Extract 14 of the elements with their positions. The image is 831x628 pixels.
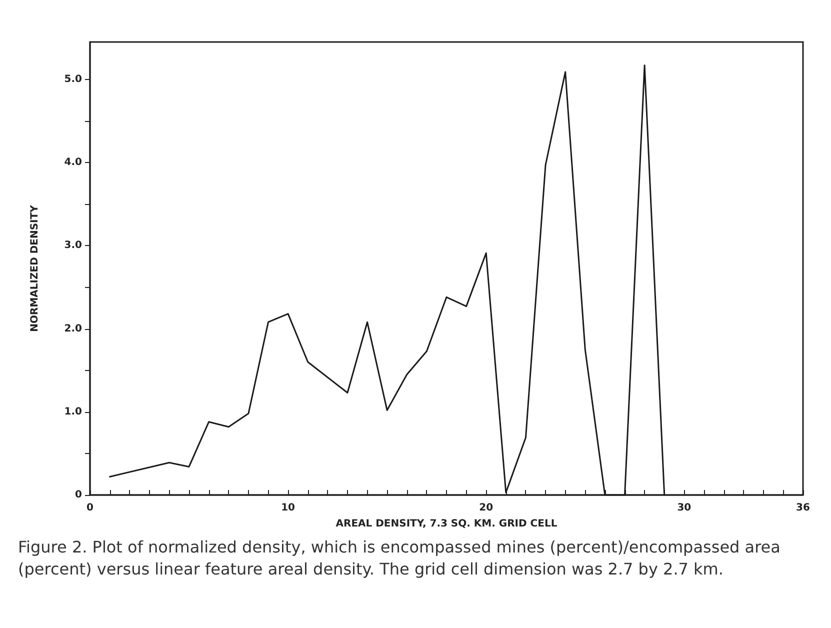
y-tick-label: 3.0 <box>64 240 82 252</box>
x-tick-label: 10 <box>281 502 296 514</box>
x-axis-title: AREAL DENSITY, 7.3 SQ. KM. GRID CELL <box>336 518 558 530</box>
y-tick-label: 1.0 <box>64 406 82 418</box>
y-tick-label: 2.0 <box>64 323 82 334</box>
y-axis-title: NORMALIZED DENSITY <box>30 204 40 332</box>
y-tick-label: 5.0 <box>64 74 82 85</box>
x-tick-label: 30 <box>677 502 692 514</box>
y-tick-label: 4.0 <box>64 157 82 168</box>
x-tick-label: 0 <box>86 502 94 514</box>
x-tick-label: 36 <box>796 502 810 514</box>
x-tick-label: 20 <box>479 502 494 514</box>
caption: Figure 2. Plot of normalized density, which is encompassed mines (percent)/encompassed area (percent) versus linear feature areal density. The grid cell dimension was 2.7 by 2.7 km. <box>18 538 786 578</box>
y-tick-label: 0 <box>75 490 82 500</box>
